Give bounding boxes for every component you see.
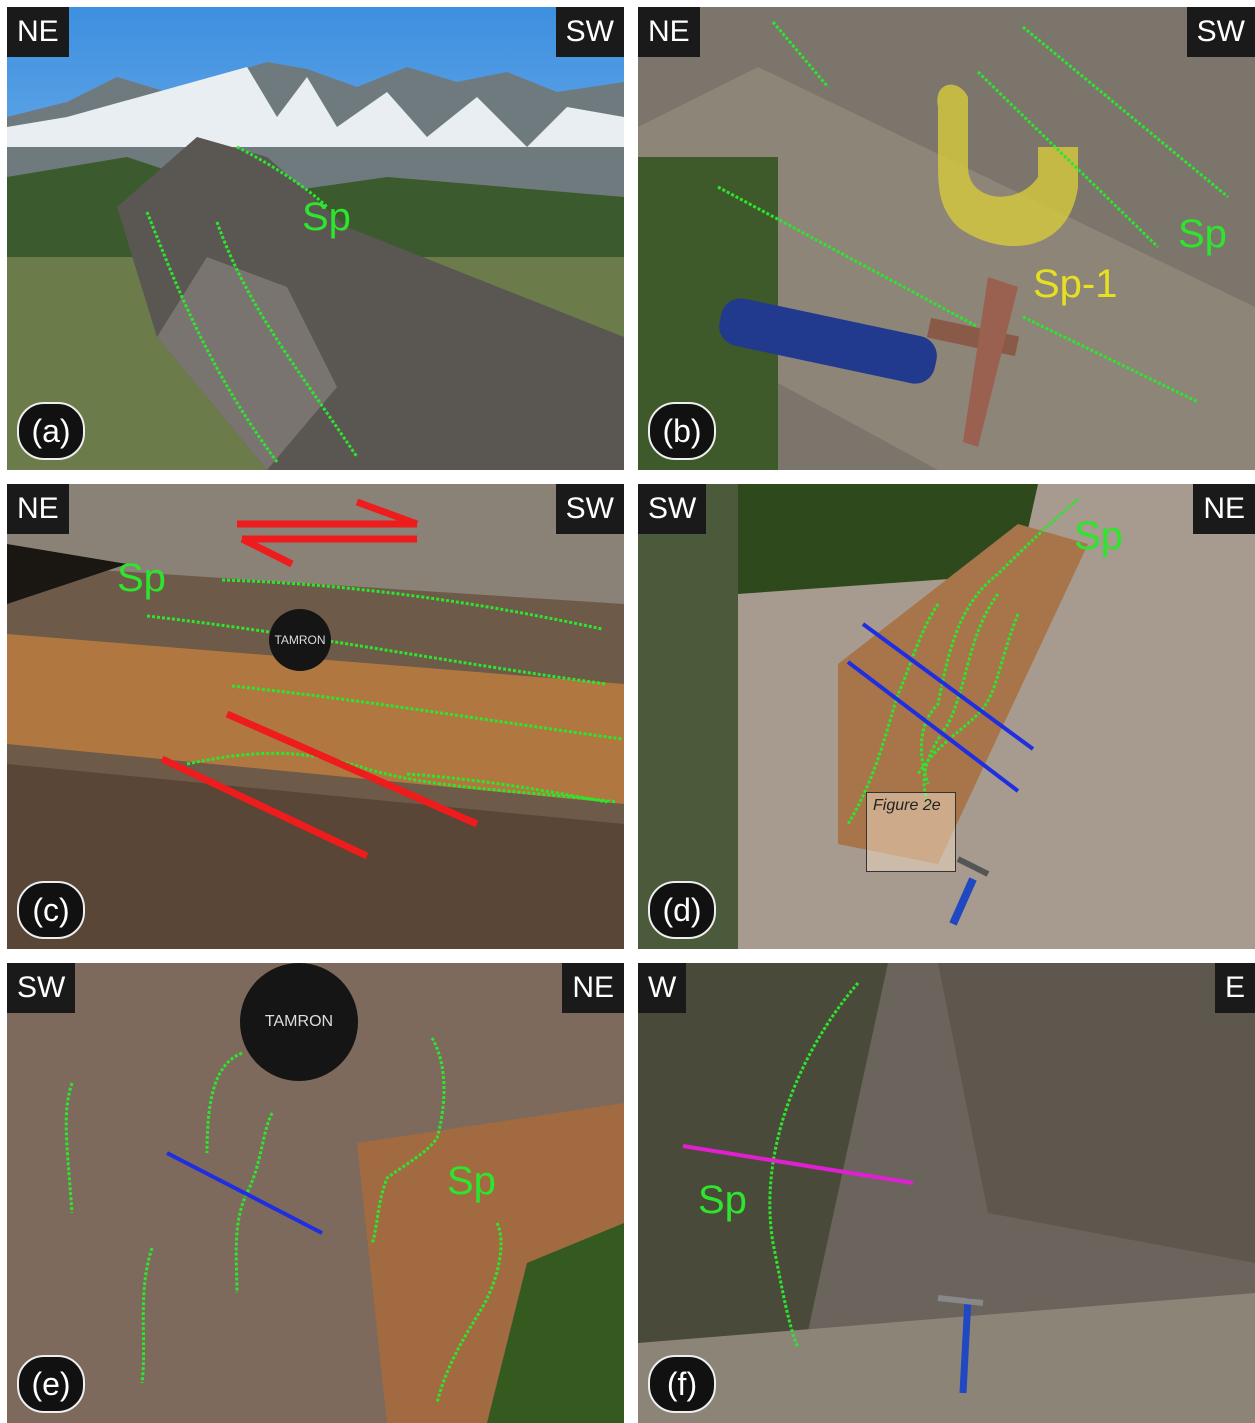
panel-label: (f) [648, 1355, 716, 1413]
panel-label: (a) [17, 402, 85, 460]
panel-b: NE SW Sp Sp-1 (b) [638, 7, 1255, 470]
orientation-right: NE [1193, 484, 1255, 534]
sp-label: Sp [302, 195, 351, 239]
panel-c: TAMRON NE SW Sp (c) [7, 484, 624, 949]
panel-f-photo [638, 963, 1255, 1423]
orientation-left: NE [638, 7, 700, 57]
sp-label: Sp [447, 1159, 496, 1203]
panel-a: NE SW Sp (a) [7, 7, 624, 470]
panel-d: Figure 2e SW NE Sp (d) [638, 484, 1255, 949]
figure-2e-reference: Figure 2e [866, 792, 956, 872]
sp-label: Sp [1178, 212, 1227, 256]
panel-d-photo [638, 484, 1255, 949]
panel-label: (e) [17, 1355, 85, 1413]
orientation-left: SW [7, 963, 76, 1013]
orientation-right: SW [555, 7, 624, 57]
sp-label: Sp [1074, 514, 1123, 558]
orientation-left: SW [638, 484, 707, 534]
panel-a-photo [7, 7, 624, 470]
orientation-right: NE [562, 963, 624, 1013]
orientation-right: SW [1186, 7, 1255, 57]
panel-c-photo [7, 484, 624, 949]
lens-cap: TAMRON [240, 963, 358, 1081]
orientation-right: E [1214, 963, 1255, 1013]
panel-e: TAMRON SW NE Sp (e) [7, 963, 624, 1423]
sp-label: Sp [117, 556, 166, 600]
orientation-left: W [638, 963, 687, 1013]
panel-e-photo [7, 963, 624, 1423]
sp-label: Sp [698, 1178, 747, 1222]
orientation-right: SW [555, 484, 624, 534]
orientation-left: NE [7, 7, 69, 57]
panel-label: (c) [17, 881, 85, 939]
orientation-left: NE [7, 484, 69, 534]
panel-b-photo [638, 7, 1255, 470]
sp-1-label: Sp-1 [1033, 262, 1118, 306]
panel-f: W E Sp (f) [638, 963, 1255, 1423]
lens-cap: TAMRON [269, 609, 331, 671]
panel-label: (d) [648, 881, 716, 939]
panel-label: (b) [648, 402, 716, 460]
